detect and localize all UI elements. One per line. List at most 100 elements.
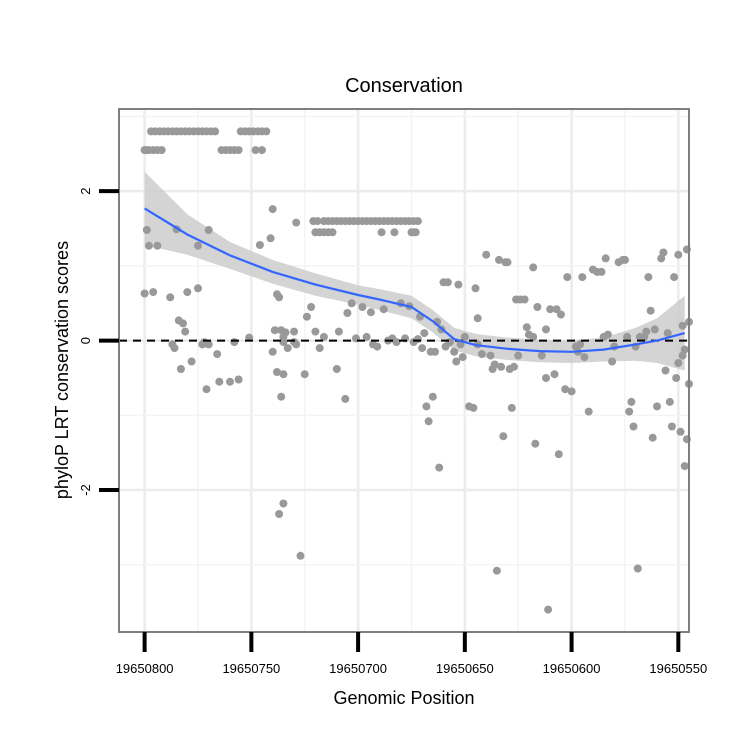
x-tick-label: 19650600 — [543, 661, 601, 676]
data-point — [392, 338, 401, 347]
data-point — [343, 309, 352, 317]
data-point — [642, 327, 651, 336]
data-point — [311, 327, 320, 336]
confidence-band — [144, 171, 685, 371]
data-point — [170, 344, 179, 353]
data-point — [234, 375, 243, 384]
data-point — [153, 241, 162, 250]
data-point — [315, 344, 324, 353]
x-tick-label: 19650800 — [116, 661, 174, 676]
data-point — [520, 295, 529, 304]
data-point — [313, 217, 322, 226]
data-point — [546, 305, 555, 314]
data-point — [578, 273, 587, 282]
data-point — [179, 319, 187, 328]
data-point — [435, 463, 444, 472]
data-point — [413, 335, 422, 344]
data-point — [648, 433, 657, 442]
data-point — [678, 351, 687, 360]
data-point — [211, 127, 220, 136]
data-point — [377, 228, 386, 237]
y-axis: -2 0 2 — [78, 188, 119, 496]
data-point — [663, 329, 672, 338]
data-point — [601, 254, 610, 263]
data-point — [567, 387, 576, 396]
data-point — [292, 218, 301, 227]
data-point — [497, 362, 506, 371]
data-point — [418, 344, 427, 353]
data-point — [194, 241, 202, 250]
data-point — [477, 350, 486, 359]
data-point — [633, 564, 642, 573]
data-point — [262, 127, 271, 136]
data-point — [292, 340, 301, 349]
confidence-band-layer — [144, 171, 685, 371]
data-point — [674, 250, 683, 259]
data-point — [659, 248, 668, 257]
y-axis-label: phyloP LRT conservation scores — [52, 241, 72, 499]
data-point — [341, 394, 350, 403]
data-point — [411, 228, 420, 237]
data-point — [290, 327, 299, 336]
x-axis: 19650800 19650750 19650700 19650650 19650600… — [116, 632, 707, 676]
data-point — [533, 303, 542, 311]
data-point — [460, 332, 469, 341]
data-point — [142, 226, 151, 234]
data-point — [653, 402, 661, 411]
x-tick-label: 19650750 — [222, 661, 280, 676]
data-point — [379, 305, 388, 314]
x-tick-label: 19650650 — [436, 661, 494, 676]
data-point — [277, 392, 286, 401]
data-point — [561, 385, 570, 394]
data-point — [204, 226, 213, 234]
panel-border — [118, 108, 690, 633]
data-point — [674, 359, 683, 367]
data-point — [621, 255, 629, 264]
data-point — [471, 284, 480, 293]
smooth-line-layer — [144, 207, 685, 353]
data-point — [627, 397, 636, 406]
data-point — [529, 263, 538, 272]
data-point — [544, 605, 553, 614]
data-point — [279, 499, 288, 508]
data-point — [319, 332, 328, 341]
data-point — [488, 365, 497, 373]
data-point — [452, 357, 461, 366]
data-point — [482, 250, 491, 259]
data-point — [608, 357, 617, 366]
data-point — [251, 146, 260, 155]
data-point — [529, 332, 538, 341]
data-point — [296, 551, 305, 560]
data-point — [166, 293, 175, 302]
data-point — [275, 510, 284, 518]
data-point — [509, 362, 518, 371]
data-point — [202, 385, 211, 394]
data-point — [181, 327, 190, 336]
x-tick-label: 19650550 — [649, 661, 707, 676]
data-point — [670, 273, 679, 282]
data-point — [469, 403, 478, 412]
data-point — [275, 293, 284, 302]
data-point — [650, 325, 659, 334]
panel-background — [119, 109, 689, 632]
data-point — [458, 353, 467, 362]
data-point — [680, 462, 689, 471]
y-tick-label: 2 — [78, 188, 93, 195]
data-point — [499, 432, 508, 441]
data-point — [542, 374, 550, 382]
smooth-line — [144, 207, 685, 353]
data-point — [234, 146, 243, 155]
data-point — [514, 351, 523, 360]
data-point — [450, 347, 459, 356]
data-point — [283, 344, 292, 353]
data-point — [279, 370, 288, 379]
data-point — [390, 228, 399, 237]
plot-panel — [118, 108, 693, 633]
data-point — [443, 278, 452, 287]
data-point — [576, 340, 585, 349]
data-point — [580, 353, 589, 362]
data-point — [413, 217, 422, 226]
data-point — [495, 255, 503, 264]
data-point — [268, 347, 277, 356]
